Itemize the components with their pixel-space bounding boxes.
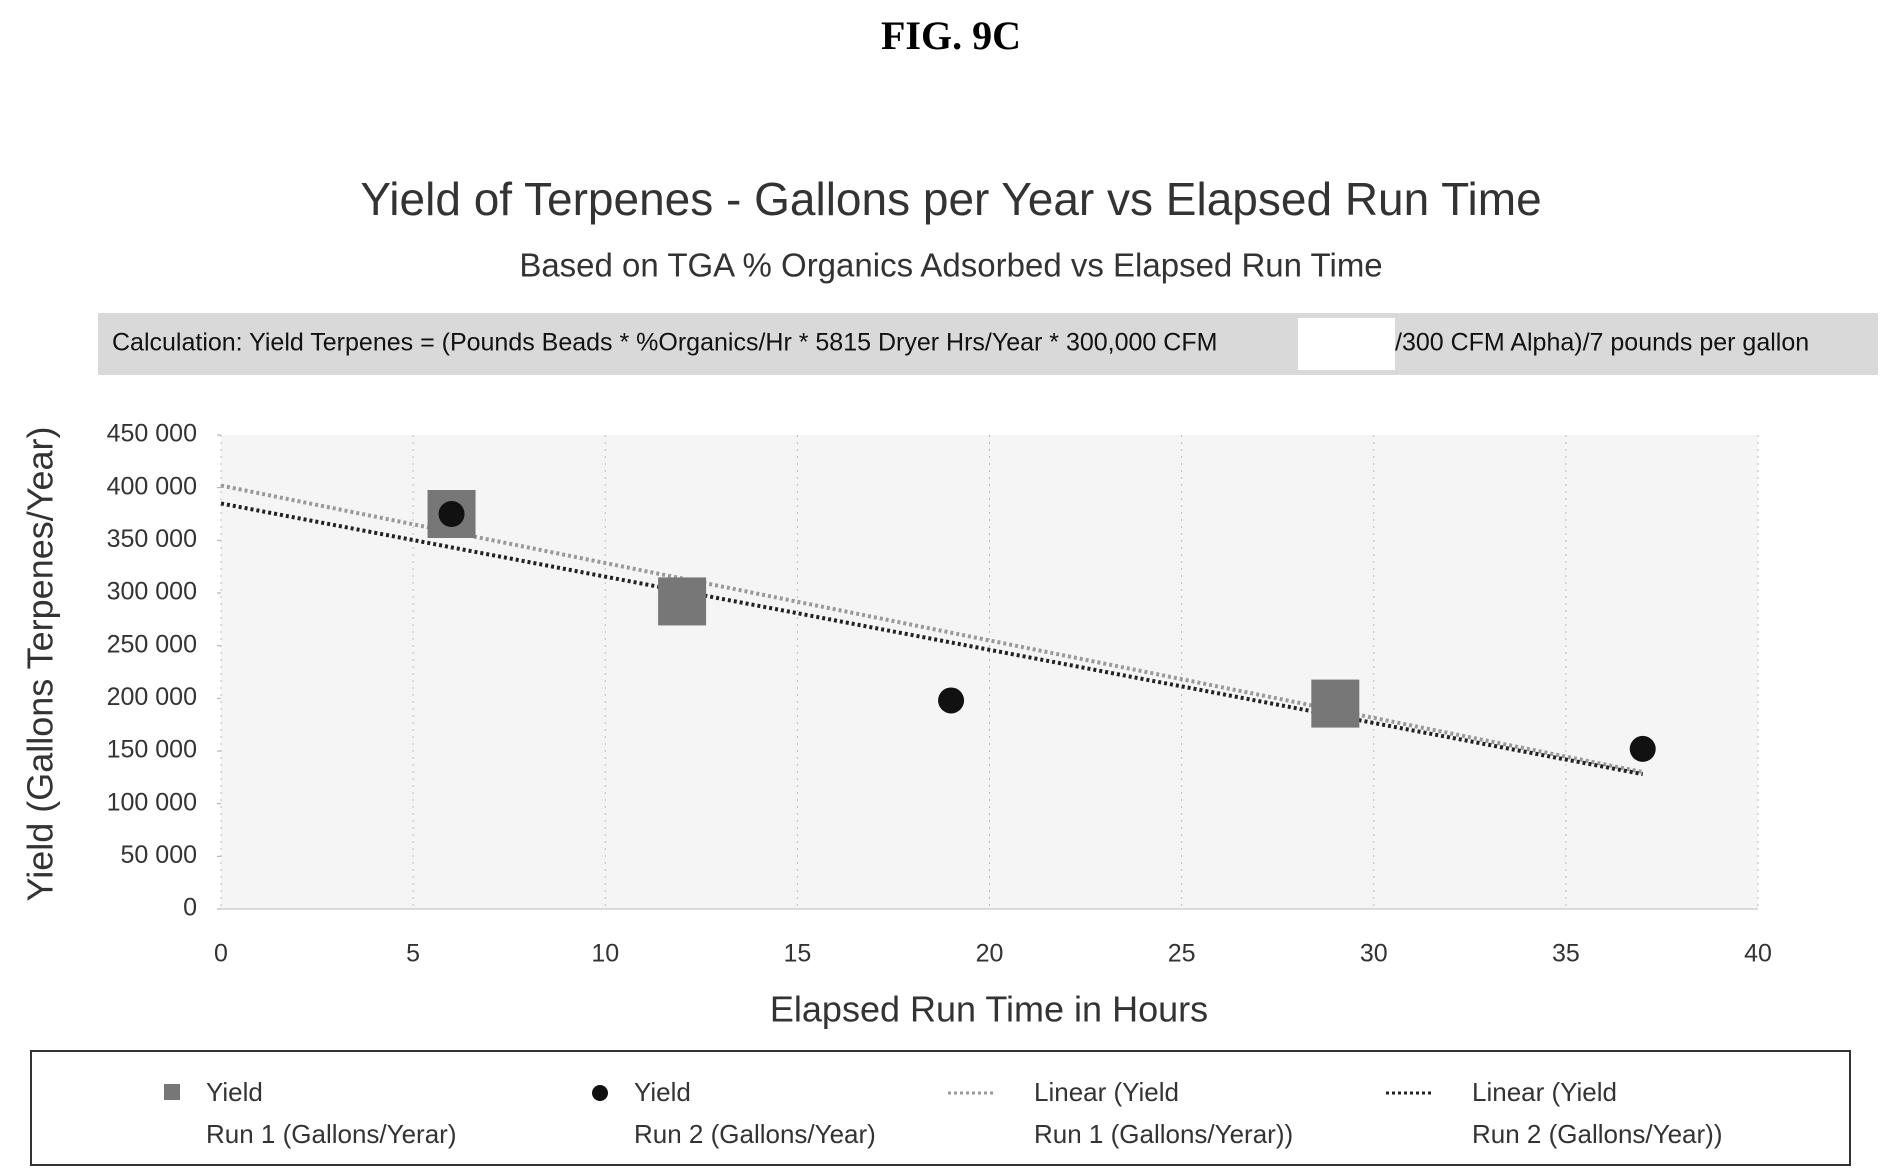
y-tick-label: 450 000 [107, 420, 197, 448]
circle-marker [439, 501, 465, 527]
x-tick-label: 35 [1552, 940, 1580, 968]
x-tick-label: 5 [406, 940, 420, 968]
legend-label: Yield Run 2 (Gallons/Year) [634, 1071, 876, 1155]
y-axis-title: Yield (Gallons Terpenes/Year) [20, 427, 61, 902]
legend-marker [164, 1084, 180, 1100]
square-marker [658, 577, 706, 625]
x-tick-label: 15 [783, 940, 811, 968]
square-marker [1311, 680, 1359, 728]
y-tick-label: 200 000 [107, 683, 197, 711]
y-tick-label: 300 000 [107, 578, 197, 606]
x-tick-label: 0 [214, 940, 228, 968]
chart-subtitle: Based on TGA % Organics Adsorbed vs Elap… [519, 247, 1382, 284]
chart-title: Yield of Terpenes - Gallons per Year vs … [360, 173, 1541, 225]
legend-label: Linear (Yield Run 2 (Gallons/Year)) [1472, 1071, 1723, 1155]
x-tick-label: 25 [1168, 940, 1196, 968]
legend-label: Linear (Yield Run 1 (Gallons/Yerar)) [1034, 1071, 1293, 1155]
x-axis-title: Elapsed Run Time in Hours [770, 989, 1208, 1030]
blank-box [1298, 318, 1395, 370]
y-tick-label: 50 000 [121, 841, 197, 869]
y-tick-label: 400 000 [107, 472, 197, 500]
legend-marker [592, 1085, 608, 1101]
x-tick-label: 30 [1360, 940, 1388, 968]
x-tick-label: 40 [1744, 940, 1772, 968]
y-tick-label: 100 000 [107, 788, 197, 816]
annotation: Calculation: Yield Terpenes = (Pounds Be… [112, 329, 1217, 357]
circle-marker [1630, 736, 1656, 762]
legend-label: Yield Run 1 (Gallons/Yerar) [206, 1071, 457, 1155]
y-tick-label: 0 [183, 894, 197, 922]
circle-marker [938, 687, 964, 713]
y-tick-label: 250 000 [107, 630, 197, 658]
y-tick-label: 350 000 [107, 525, 197, 553]
annotation: /300 CFM Alpha)/7 pounds per gallon [1395, 329, 1809, 357]
figure-label: FIG. 9C [881, 13, 1021, 58]
x-tick-label: 20 [976, 940, 1004, 968]
x-tick-label: 10 [591, 940, 619, 968]
y-tick-label: 150 000 [107, 736, 197, 764]
